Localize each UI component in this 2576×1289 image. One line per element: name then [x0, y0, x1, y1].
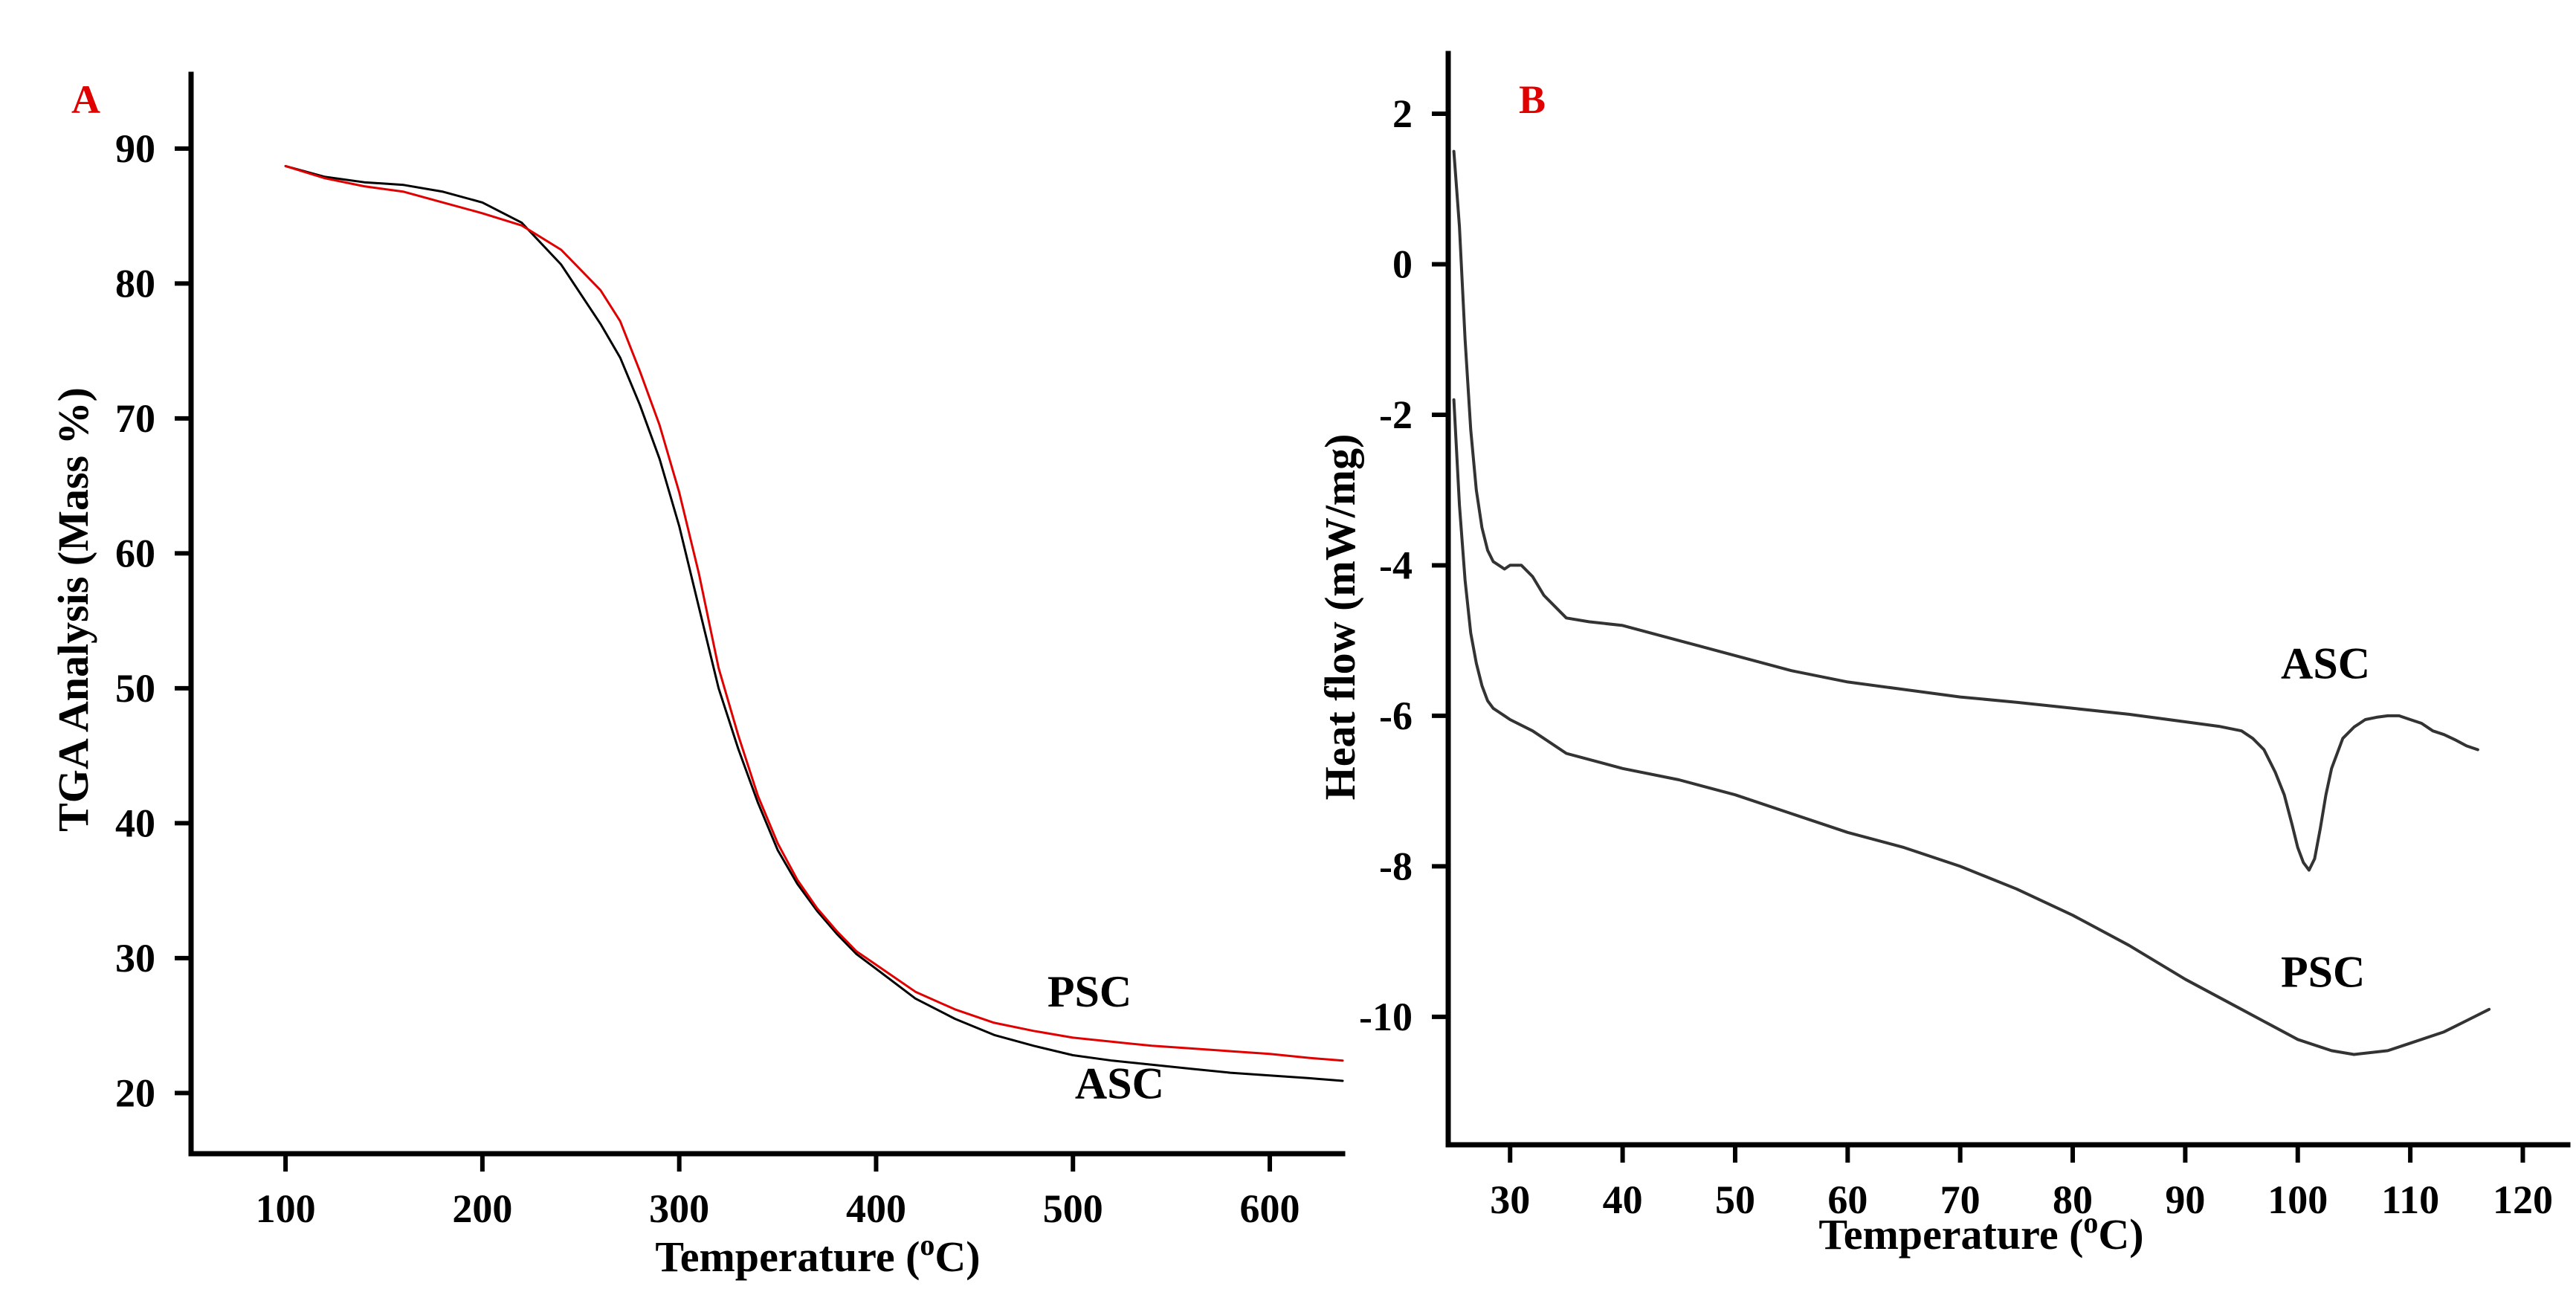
y-tick-label: -10 [1359, 995, 1413, 1039]
x-tick-label: 50 [1715, 1177, 1755, 1222]
x-tick-label: 600 [1240, 1186, 1300, 1231]
x-tick-label: 100 [256, 1186, 316, 1231]
series-label-asc: ASC [2281, 639, 2370, 688]
y-tick-label: 20 [115, 1070, 155, 1115]
series-line-asc [284, 164, 1344, 1082]
series-line-psc [1452, 398, 2491, 1056]
panel-a-series [284, 164, 1344, 1082]
y-tick-label: 2 [1392, 91, 1413, 136]
y-tick-label: 60 [115, 531, 155, 575]
x-tick-label: 120 [2493, 1177, 2553, 1222]
panel-b-x-axis-title: Temperature (oC) [1818, 1206, 2143, 1259]
panel-b-y-axis-title: Heat flow (mW/mg) [1316, 434, 1364, 801]
panel-b-x-ticks: 30 40 50 60 70 80 90 100 110 120 [1490, 1145, 2553, 1222]
series-line-asc [1452, 149, 2479, 872]
x-tick-label: 300 [649, 1186, 709, 1231]
x-tick-label: 110 [2381, 1177, 2439, 1222]
panel-a-x-ticks: 100 200 300 400 500 600 [256, 1154, 1300, 1231]
x-tick-label: 80 [2053, 1177, 2093, 1222]
panel-a-annotations: PSC ASC [1047, 967, 1164, 1108]
panel-a-label: A [71, 77, 100, 122]
panel-a-tga-chart: A 20 30 40 50 60 70 80 90 100 200 300 400 500 600 PS… [49, 71, 1346, 1281]
series-label-psc: PSC [2281, 947, 2365, 996]
y-tick-label: 80 [115, 261, 155, 306]
series-label-psc: PSC [1047, 967, 1132, 1016]
panel-a-x-axis-title: Temperature (oC) [655, 1228, 980, 1281]
x-tick-label: 500 [1043, 1186, 1103, 1231]
y-tick-label: 70 [115, 396, 155, 441]
panel-b-y-ticks: 2 0 -2 -4 -6 -8 -10 [1359, 91, 1448, 1039]
x-tick-label: 70 [1940, 1177, 1981, 1222]
y-tick-label: 30 [115, 936, 155, 981]
x-tick-label: 40 [1603, 1177, 1643, 1222]
panel-b-series [1452, 149, 2491, 1056]
y-tick-label: 50 [115, 666, 155, 711]
x-tick-label: 30 [1490, 1177, 1530, 1222]
series-label-asc: ASC [1075, 1059, 1164, 1108]
y-tick-label: 90 [115, 126, 155, 171]
x-tick-label: 90 [2165, 1177, 2205, 1222]
series-line-psc [284, 164, 1344, 1062]
panel-b-label: B [1519, 77, 1546, 122]
panel-a-y-axis-title: TGA Analysis (Mass %) [49, 387, 97, 832]
y-tick-label: 40 [115, 801, 155, 845]
y-tick-label: -2 [1379, 392, 1413, 437]
y-tick-label: -4 [1379, 543, 1413, 587]
y-tick-label: -6 [1379, 694, 1413, 738]
panel-b-dsc-chart: B 20-2-4-6-8-10 30 40 50 60 70 80 90 100 110 120 … [1316, 51, 2571, 1259]
y-tick-label: 0 [1392, 242, 1413, 286]
y-tick-label: -8 [1379, 844, 1413, 888]
panel-a-y-ticks: 20 30 40 50 60 70 80 90 [115, 126, 191, 1115]
x-tick-label: 400 [846, 1186, 906, 1231]
x-tick-label: 60 [1827, 1177, 1868, 1222]
x-tick-label: 200 [452, 1186, 512, 1231]
panel-b-annotations: ASC PSC [2281, 639, 2370, 996]
x-tick-label: 100 [2267, 1177, 2328, 1222]
